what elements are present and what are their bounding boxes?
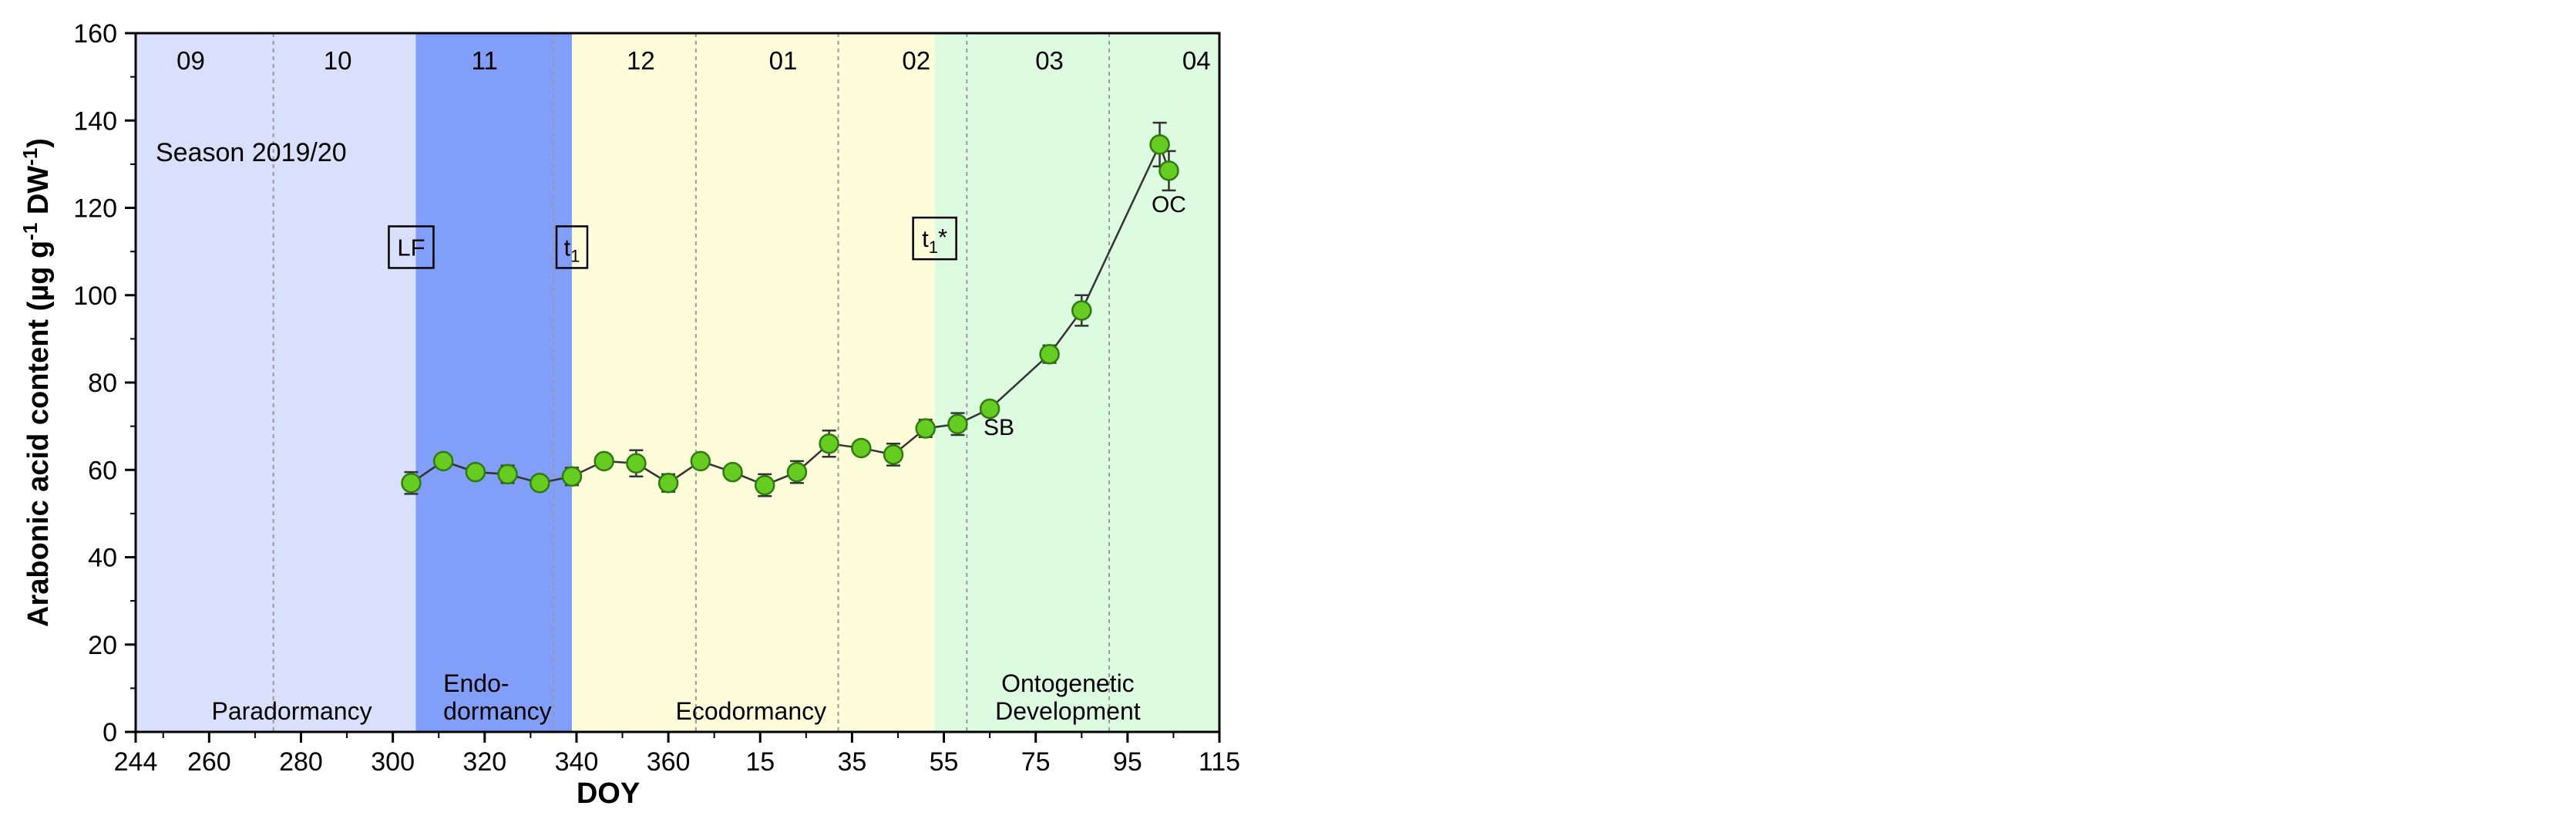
y-tick-label: 120 [73, 194, 117, 224]
y-tick-label: 100 [73, 282, 117, 311]
x-tick-label: 260 [187, 747, 231, 777]
event-box [388, 225, 435, 269]
event-label: t1* [922, 224, 947, 257]
month-label: 02 [902, 46, 930, 75]
month-label: 10 [324, 46, 352, 75]
data-point [819, 433, 839, 454]
data-point [1159, 160, 1179, 181]
event-label: t1 [564, 234, 580, 265]
x-tick-label: 280 [279, 747, 323, 777]
season-label: Season 2019/20 [156, 138, 347, 167]
phase-label: dormancy [443, 697, 552, 725]
data-point [530, 472, 550, 494]
data-point [626, 453, 647, 474]
data-point [883, 444, 904, 465]
y-tick-label: 160 [73, 19, 117, 49]
phase-label: Ontogenetic [1001, 669, 1135, 697]
data-point [1071, 300, 1092, 321]
month-label: 11 [472, 46, 498, 75]
event-label: LF [397, 234, 425, 261]
data-point [851, 437, 872, 459]
x-tick-label: 35 [837, 747, 866, 777]
y-tick-label: 140 [73, 106, 117, 136]
event-box [912, 216, 957, 261]
x-tick-label: 115 [1199, 747, 1240, 777]
x-tick-label: 15 [745, 747, 775, 777]
x-tick-label: 320 [462, 747, 506, 777]
data-point [1149, 134, 1170, 155]
data-point [1039, 343, 1060, 365]
data-point [915, 418, 936, 439]
data-point [690, 450, 711, 472]
x-tick-label: 360 [647, 747, 691, 777]
x-tick-label: 300 [371, 747, 415, 777]
phase-band [571, 33, 935, 732]
x-tick-label: 95 [1113, 747, 1142, 777]
data-point [497, 464, 518, 485]
y-tick-label: 20 [88, 631, 117, 660]
data-point [947, 413, 968, 435]
phase-label: Ecodormancy [676, 697, 827, 725]
x-tick-label: 75 [1021, 747, 1051, 777]
x-tick-label: 340 [555, 747, 599, 777]
data-point [401, 472, 422, 494]
phase-label: Endo- [443, 669, 509, 697]
y-tick-label: 40 [88, 544, 117, 573]
data-point [979, 398, 1000, 420]
phase-band [934, 33, 1219, 732]
y-tick-label: 80 [88, 369, 117, 398]
data-point [754, 474, 775, 496]
phase-label: Paradormancy [212, 697, 372, 725]
y-axis-title: Arabonic acid content (µg g-1 DW-1) [18, 138, 55, 627]
month-label: 04 [1182, 46, 1211, 75]
month-label: 03 [1035, 46, 1064, 75]
data-point [786, 461, 808, 483]
x-axis-title: DOY [577, 777, 640, 810]
y-tick-label: 60 [88, 456, 117, 485]
point-label: SB [984, 415, 1014, 440]
data-point [561, 466, 583, 487]
x-tick-label: 244 [114, 747, 158, 777]
data-point [432, 450, 454, 472]
phase-band [136, 33, 416, 732]
event-box [555, 225, 589, 269]
phase-band [415, 33, 572, 732]
month-label: 12 [627, 46, 655, 75]
y-tick-label: 0 [103, 718, 117, 747]
data-point [657, 472, 679, 494]
data-point [594, 450, 614, 472]
x-tick-label: 55 [930, 747, 959, 777]
month-label: 01 [769, 46, 798, 75]
data-point [722, 461, 743, 483]
data-point [465, 461, 486, 483]
phase-label: Development [995, 697, 1141, 725]
month-label: 09 [177, 46, 205, 75]
point-label: OC [1152, 192, 1186, 217]
